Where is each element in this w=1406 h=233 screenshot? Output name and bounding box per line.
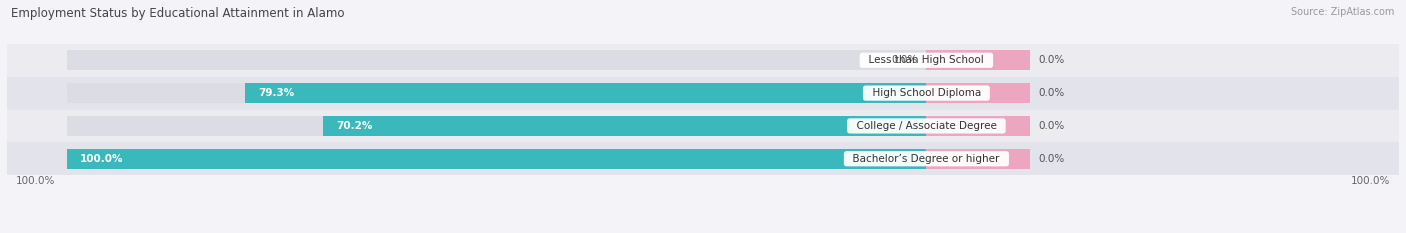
Text: Bachelor’s Degree or higher: Bachelor’s Degree or higher <box>846 154 1007 164</box>
Text: College / Associate Degree: College / Associate Degree <box>849 121 1002 131</box>
Bar <box>927 50 1029 70</box>
Text: 100.0%: 100.0% <box>15 176 55 186</box>
Bar <box>67 83 927 103</box>
Bar <box>245 83 927 103</box>
Bar <box>7 110 1399 142</box>
Text: Less than High School: Less than High School <box>862 55 990 65</box>
Bar <box>927 83 1029 103</box>
Text: 100.0%: 100.0% <box>1351 176 1391 186</box>
Text: 0.0%: 0.0% <box>1038 88 1064 98</box>
Bar <box>7 77 1399 110</box>
Bar <box>927 149 1029 169</box>
Bar <box>67 149 927 169</box>
Text: 0.0%: 0.0% <box>1038 55 1064 65</box>
Bar <box>7 44 1399 77</box>
Text: 0.0%: 0.0% <box>1038 154 1064 164</box>
Bar <box>67 149 927 169</box>
Text: High School Diploma: High School Diploma <box>866 88 987 98</box>
Text: 70.2%: 70.2% <box>336 121 373 131</box>
Text: 0.0%: 0.0% <box>1038 121 1064 131</box>
Bar <box>7 142 1399 175</box>
Bar <box>67 116 927 136</box>
Text: 79.3%: 79.3% <box>257 88 294 98</box>
Bar <box>927 50 1029 70</box>
Bar <box>67 50 927 70</box>
Bar <box>927 116 1029 136</box>
Text: 0.0%: 0.0% <box>891 55 918 65</box>
Text: Employment Status by Educational Attainment in Alamo: Employment Status by Educational Attainm… <box>11 7 344 20</box>
Text: 100.0%: 100.0% <box>80 154 124 164</box>
Bar <box>927 116 1029 136</box>
Bar <box>927 149 1029 169</box>
Bar <box>323 116 927 136</box>
Text: Source: ZipAtlas.com: Source: ZipAtlas.com <box>1291 7 1395 17</box>
Bar <box>927 83 1029 103</box>
